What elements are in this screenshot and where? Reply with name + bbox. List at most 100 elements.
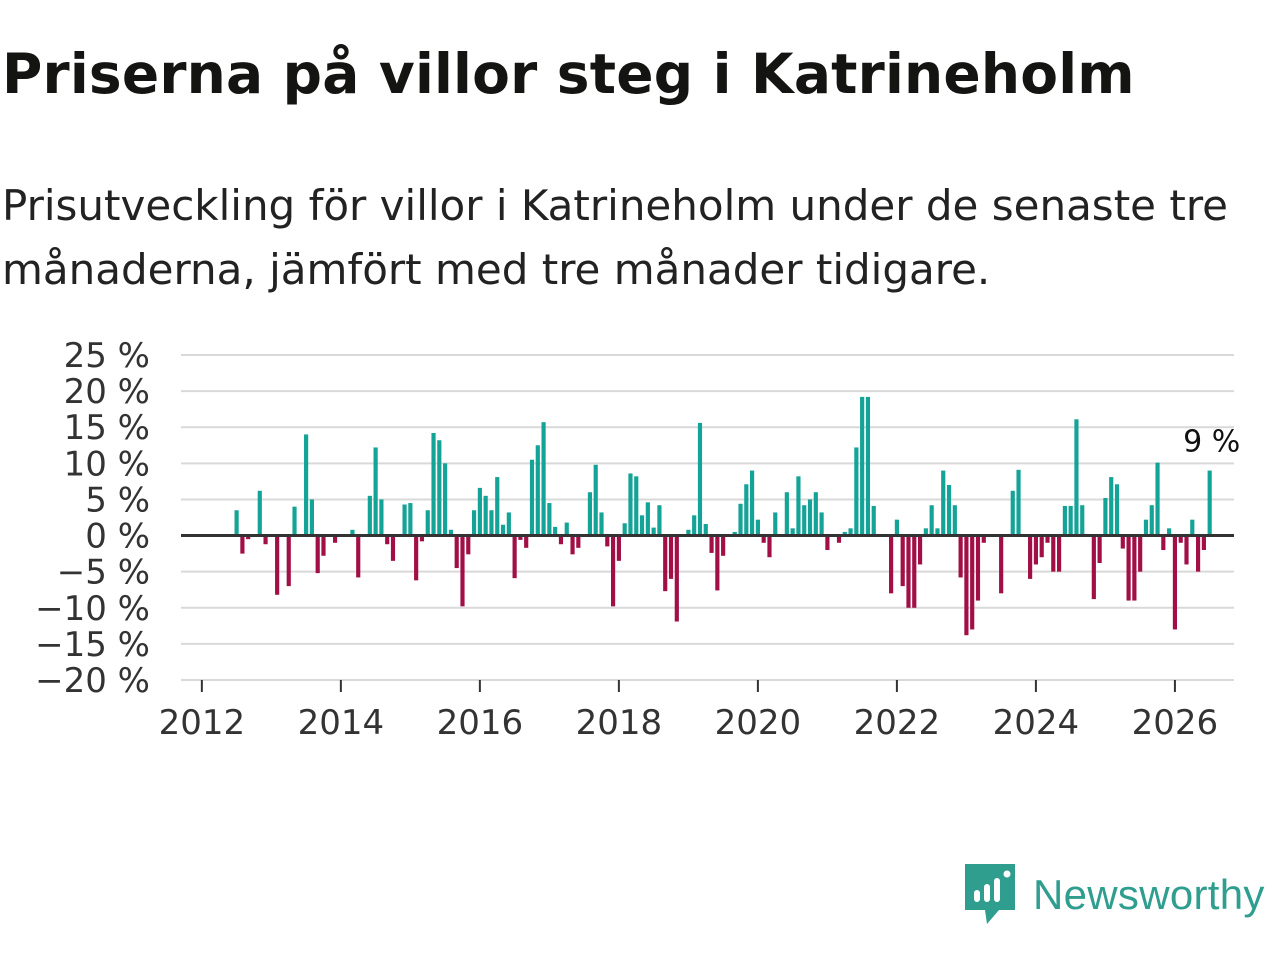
- bar: [263, 535, 268, 545]
- bar: [917, 535, 923, 565]
- y-tick-label: −20 %: [35, 661, 150, 701]
- bar: [1045, 535, 1050, 543]
- bar: [304, 434, 309, 536]
- bar: [750, 470, 755, 536]
- bar: [234, 510, 239, 536]
- x-tick-label: 2018: [576, 703, 663, 743]
- bar: [1028, 535, 1033, 579]
- x-tick-label: 2020: [715, 703, 802, 743]
- bar: [518, 535, 523, 540]
- bar: [871, 505, 876, 536]
- bar: [1161, 535, 1166, 550]
- bar: [703, 524, 708, 536]
- bar: [593, 464, 598, 536]
- y-tick-label: 0 %: [85, 517, 150, 557]
- bar: [802, 505, 807, 536]
- bar: [275, 535, 280, 595]
- bar: [558, 535, 564, 545]
- bar: [970, 535, 975, 630]
- x-tick-label: 2024: [993, 703, 1080, 743]
- bar: [819, 512, 824, 536]
- bar: [240, 535, 245, 554]
- bar: [553, 526, 558, 536]
- bar: [807, 499, 813, 536]
- bar: [1126, 535, 1131, 601]
- bar: [1039, 535, 1044, 558]
- bar: [483, 495, 488, 536]
- bar: [1103, 498, 1108, 536]
- bar: [425, 510, 430, 536]
- brand-logo[interactable]: Newsworthy: [965, 864, 1265, 926]
- bar: [865, 396, 871, 536]
- bar: [576, 535, 581, 548]
- y-tick-label: 25 %: [64, 336, 150, 376]
- bar: [906, 535, 911, 608]
- bar: [547, 503, 552, 536]
- brand-name: Newsworthy: [1033, 871, 1265, 918]
- bar: [1109, 477, 1114, 536]
- bar: [448, 529, 453, 536]
- bar: [1033, 535, 1038, 565]
- x-tick-label: 2014: [298, 703, 385, 743]
- bar: [1120, 535, 1125, 549]
- bar: [454, 535, 459, 569]
- bar: [570, 535, 575, 555]
- bar: [668, 535, 674, 579]
- bar: [1201, 535, 1206, 550]
- bar: [1091, 535, 1096, 600]
- bar: [257, 490, 262, 536]
- bar: [390, 535, 396, 561]
- bar: [854, 447, 859, 536]
- bar: [645, 502, 650, 536]
- bar: [813, 492, 818, 536]
- bar: [460, 535, 465, 607]
- bar: [657, 505, 662, 536]
- bar: [958, 535, 963, 578]
- bar: [639, 515, 645, 536]
- x-tick-label: 2026: [1132, 703, 1219, 743]
- bar: [1068, 505, 1073, 536]
- bar: [292, 506, 297, 536]
- bar: [744, 484, 749, 536]
- bar: [466, 535, 471, 555]
- bar: [634, 476, 639, 536]
- bar: [1016, 469, 1021, 536]
- bar: [1196, 535, 1201, 572]
- bar: [529, 459, 535, 536]
- bar: [309, 499, 314, 536]
- bar: [715, 535, 720, 591]
- bar: [616, 535, 621, 561]
- bar: [999, 535, 1004, 594]
- bar: [1167, 528, 1172, 536]
- bar: [784, 492, 789, 536]
- bar: [941, 470, 946, 536]
- bar: [419, 535, 425, 542]
- bar: [500, 524, 506, 536]
- bar: [356, 535, 361, 578]
- page-title: Priserna på villor steg i Katrineholm: [2, 42, 1135, 106]
- last-value-label: 9 %: [1183, 425, 1240, 460]
- bar: [1056, 535, 1062, 572]
- bar: [674, 535, 679, 622]
- bar: [732, 531, 737, 536]
- bar-chart: 25 %20 %15 %10 %5 %0 %−5 %−10 %−15 %−20 …: [35, 336, 1240, 743]
- y-tick-label: −10 %: [35, 589, 150, 629]
- bar: [952, 505, 957, 536]
- bar: [379, 499, 384, 536]
- y-tick-label: −15 %: [35, 625, 150, 665]
- bar: [773, 512, 778, 536]
- bar: [709, 535, 714, 553]
- bar: [541, 422, 546, 536]
- y-tick-label: 20 %: [64, 372, 150, 412]
- bar: [332, 535, 338, 543]
- bar: [692, 515, 697, 536]
- bar: [1178, 535, 1183, 543]
- x-tick-label: 2016: [437, 703, 524, 743]
- bar: [889, 535, 894, 594]
- bar: [651, 527, 656, 536]
- bar: [477, 487, 482, 536]
- bar: [321, 535, 326, 556]
- bar: [437, 440, 442, 536]
- bar: [848, 528, 853, 536]
- bar: [611, 535, 616, 607]
